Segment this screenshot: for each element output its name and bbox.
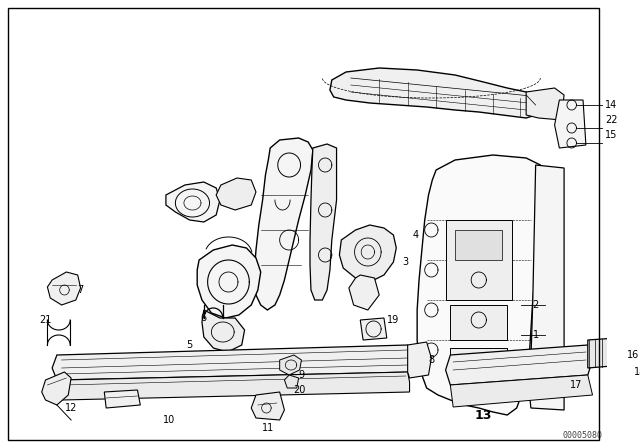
Text: 22: 22 [605,115,618,125]
Polygon shape [445,345,593,385]
Polygon shape [42,372,71,405]
Text: 20: 20 [293,385,306,395]
Text: 10: 10 [163,415,175,425]
Text: 7: 7 [77,285,84,295]
Text: 15: 15 [605,130,618,140]
Text: 1: 1 [532,330,539,340]
Polygon shape [339,225,396,282]
Polygon shape [588,338,624,368]
Text: 8: 8 [428,355,435,365]
Text: 5: 5 [186,340,193,350]
Polygon shape [455,230,502,260]
Text: 18: 18 [634,367,640,377]
Text: 6: 6 [201,313,207,323]
Text: 00005080: 00005080 [562,431,602,440]
Polygon shape [330,68,540,118]
Polygon shape [310,144,337,300]
Polygon shape [104,390,140,408]
Polygon shape [451,348,508,385]
Text: 19: 19 [387,315,399,325]
Text: 12: 12 [65,403,77,413]
Polygon shape [254,138,313,310]
Polygon shape [417,155,545,415]
Text: 16: 16 [627,350,639,360]
Polygon shape [52,345,412,380]
Polygon shape [349,275,380,310]
Text: 4: 4 [412,230,419,240]
Text: 11: 11 [262,423,275,433]
Polygon shape [360,318,387,340]
Text: 2: 2 [532,300,539,310]
Text: 13: 13 [475,409,492,422]
Polygon shape [252,392,284,420]
Polygon shape [284,375,299,388]
Polygon shape [555,100,586,148]
Polygon shape [57,372,410,400]
Text: 17: 17 [570,380,582,390]
Text: 9: 9 [298,370,305,380]
Polygon shape [197,245,260,318]
Polygon shape [445,220,512,300]
Polygon shape [529,165,564,410]
Text: 21: 21 [39,315,52,325]
Polygon shape [280,355,301,375]
Text: 14: 14 [605,100,618,110]
Polygon shape [526,88,564,120]
Polygon shape [216,178,256,210]
Polygon shape [451,375,593,407]
Polygon shape [166,182,220,222]
Polygon shape [451,305,508,340]
Polygon shape [408,342,431,378]
Polygon shape [202,310,244,352]
Text: 3: 3 [403,257,409,267]
Polygon shape [47,272,81,305]
